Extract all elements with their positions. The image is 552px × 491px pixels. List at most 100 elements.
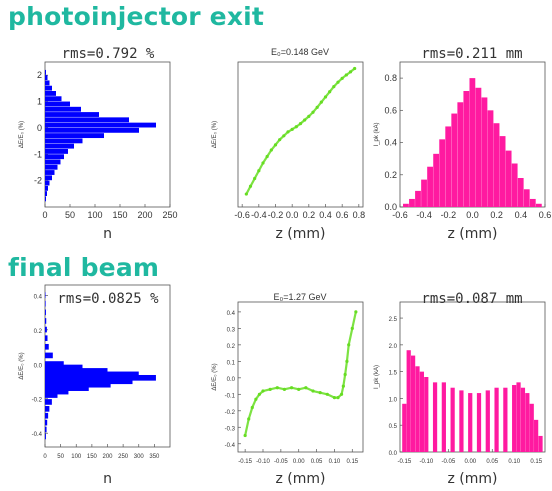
x-tick-label: 250 [118, 454, 129, 460]
x-axis-label: z (mm) [276, 226, 326, 242]
x-tick-label: 0.10 [329, 459, 341, 465]
histogram-bar [45, 406, 50, 412]
y-tick-label: -0.2 [32, 398, 43, 404]
histogram-bar [445, 126, 452, 207]
panel-p4: rms=0.0825 % n ΔE/E₀ (%) 0 50 100 150 200 250 300… [19, 284, 171, 487]
histogram-bar [463, 91, 470, 207]
histogram-bar [512, 385, 517, 452]
x-tick-label: 100 [87, 210, 102, 220]
scatter-point [319, 100, 323, 104]
x-tick-label: 0 [42, 210, 47, 220]
histogram-bar [45, 106, 81, 112]
histogram-bar [45, 335, 48, 342]
x-tick-label: 0.2 [490, 210, 503, 220]
y-axis-label: ΔE/E₀ (%) [212, 363, 218, 390]
scatter-point [286, 130, 290, 134]
scatter-point [278, 138, 282, 142]
histogram-bar [432, 382, 438, 452]
scatter-point [297, 387, 301, 391]
x-tick-label: 0 [43, 454, 47, 460]
histogram-bar [45, 399, 52, 405]
histogram-bar [45, 419, 48, 426]
histogram-bar [45, 170, 55, 175]
histogram-bar [45, 143, 74, 149]
y-tick-label: 2.0 [389, 344, 398, 350]
scatter-point [248, 184, 253, 188]
scatter-point [336, 396, 340, 400]
plot-frame [399, 301, 546, 453]
scatter-point [340, 76, 344, 80]
histogram-bar [45, 361, 64, 367]
histogram-bar [538, 435, 543, 452]
y-tick-label: 0 [37, 123, 42, 133]
x-tick-label: 0.15 [530, 459, 542, 465]
histogram-bar [45, 117, 129, 123]
y-tick-label: -2 [34, 176, 42, 186]
scatter-point [304, 386, 308, 390]
y-tick-label: 0.6 [384, 105, 397, 115]
histogram-bar [419, 371, 424, 452]
plot-frame [237, 61, 364, 208]
y-tick-label: 0.0 [34, 363, 43, 369]
histogram-bar [45, 175, 52, 181]
histogram-bar [45, 388, 69, 395]
histogram-bar [45, 154, 64, 160]
histogram-bar [45, 96, 62, 102]
y-tick-label: -0.1 [225, 393, 236, 399]
x-tick-label: -0.2 [268, 210, 284, 220]
y-tick-label: -0.3 [225, 426, 236, 432]
histogram-bar [45, 374, 156, 381]
scatter-point [257, 169, 261, 173]
section-title-photoinjector: photoinjector exit [8, 2, 265, 31]
histogram-bar [45, 412, 49, 419]
scatter-point [332, 84, 336, 89]
y-tick-label: 2 [37, 70, 42, 80]
x-tick-label: 0.05 [311, 459, 323, 465]
histogram-bar [45, 368, 108, 374]
histogram-bar [441, 382, 446, 452]
phase-space-curve [244, 311, 357, 436]
x-tick-label: 50 [65, 210, 75, 220]
plot-title: rms=0.792 % [62, 46, 155, 62]
histogram-bar [427, 166, 433, 207]
scatter-point [307, 114, 311, 118]
scatter-point [315, 105, 319, 109]
panel-p6: rms=0.087 mm z (mm) I_pk (kA) -0.15 -0.10 -0.… [374, 291, 546, 487]
x-tick-label: -0.10 [420, 459, 434, 465]
histogram-bar [525, 393, 530, 452]
scatter-point [311, 389, 315, 393]
x-axis-label: z (mm) [448, 471, 498, 487]
scatter-point [244, 192, 248, 196]
histogram-bar [45, 426, 47, 433]
histogram-bar [45, 185, 48, 191]
histogram-bar [475, 87, 482, 207]
histogram-bar [520, 387, 526, 452]
y-axis-label: ΔE/E₀ (%) [19, 352, 25, 379]
scatter-point [257, 392, 262, 396]
scatter-point [247, 417, 251, 421]
y-tick-label: 0.4 [227, 311, 236, 317]
histogram-bar [523, 189, 530, 207]
x-tick-label: 0.2 [303, 210, 316, 220]
y-tick-label: 0.5 [389, 424, 398, 430]
y-tick-label: 1.0 [389, 397, 398, 403]
histogram-bar [45, 138, 83, 144]
scatter-point [344, 73, 348, 77]
histogram-bar [406, 350, 411, 452]
x-tick-label: 0.8 [353, 210, 366, 220]
y-tick-label: -0.4 [32, 432, 43, 438]
scatter-point [348, 70, 353, 74]
scatter-point [298, 122, 303, 126]
histogram-bar [45, 433, 46, 440]
scatter-point [275, 386, 279, 390]
plot-title: rms=0.211 mm [421, 46, 522, 62]
x-tick-label: 0.4 [319, 210, 332, 220]
x-tick-label: 0.6 [336, 210, 349, 220]
histogram-bar [534, 419, 539, 452]
x-tick-label: 0.10 [508, 459, 520, 465]
scatter-point [243, 433, 247, 438]
histogram-bar [516, 382, 521, 452]
histogram-bar [45, 326, 47, 333]
